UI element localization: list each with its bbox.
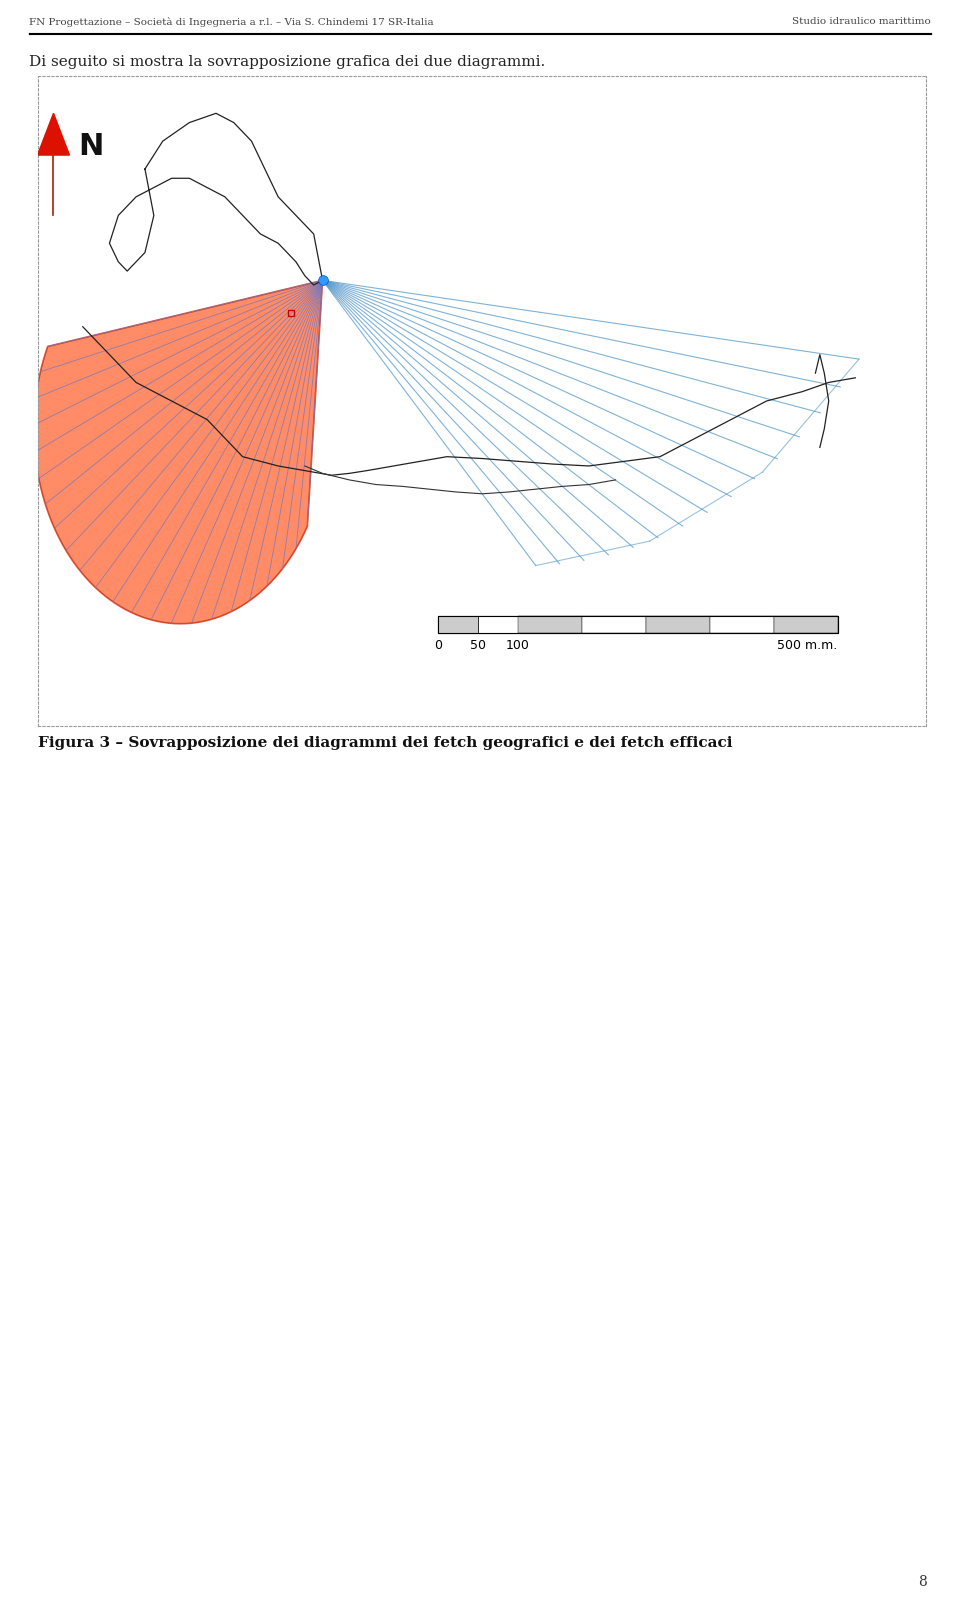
Polygon shape xyxy=(37,114,69,156)
Text: Figura 3 – Sovrapposizione dei diagrammi dei fetch geografici e dei fetch effica: Figura 3 – Sovrapposizione dei diagrammi… xyxy=(38,736,732,750)
Text: 8: 8 xyxy=(918,1573,926,1588)
Text: 100: 100 xyxy=(506,638,530,651)
Text: FN Progettazione – Società di Ingegneria a r.l. – Via S. Chindemi 17 SR-Italia: FN Progettazione – Società di Ingegneria… xyxy=(29,16,433,27)
Text: N: N xyxy=(79,132,104,161)
Text: 500 m.m.: 500 m.m. xyxy=(778,638,837,651)
Polygon shape xyxy=(34,281,323,625)
Text: 50: 50 xyxy=(470,638,486,651)
Bar xyxy=(646,617,709,633)
Text: 0: 0 xyxy=(434,638,442,651)
Bar xyxy=(478,617,518,633)
Bar xyxy=(709,617,774,633)
Bar xyxy=(582,617,646,633)
Text: Di seguito si mostra la sovrapposizione grafica dei due diagrammi.: Di seguito si mostra la sovrapposizione … xyxy=(29,55,545,69)
Bar xyxy=(438,617,837,633)
Bar xyxy=(518,617,582,633)
Text: Studio idraulico marittimo: Studio idraulico marittimo xyxy=(792,16,931,26)
Bar xyxy=(774,617,838,633)
Bar xyxy=(438,617,478,633)
Bar xyxy=(438,617,837,633)
